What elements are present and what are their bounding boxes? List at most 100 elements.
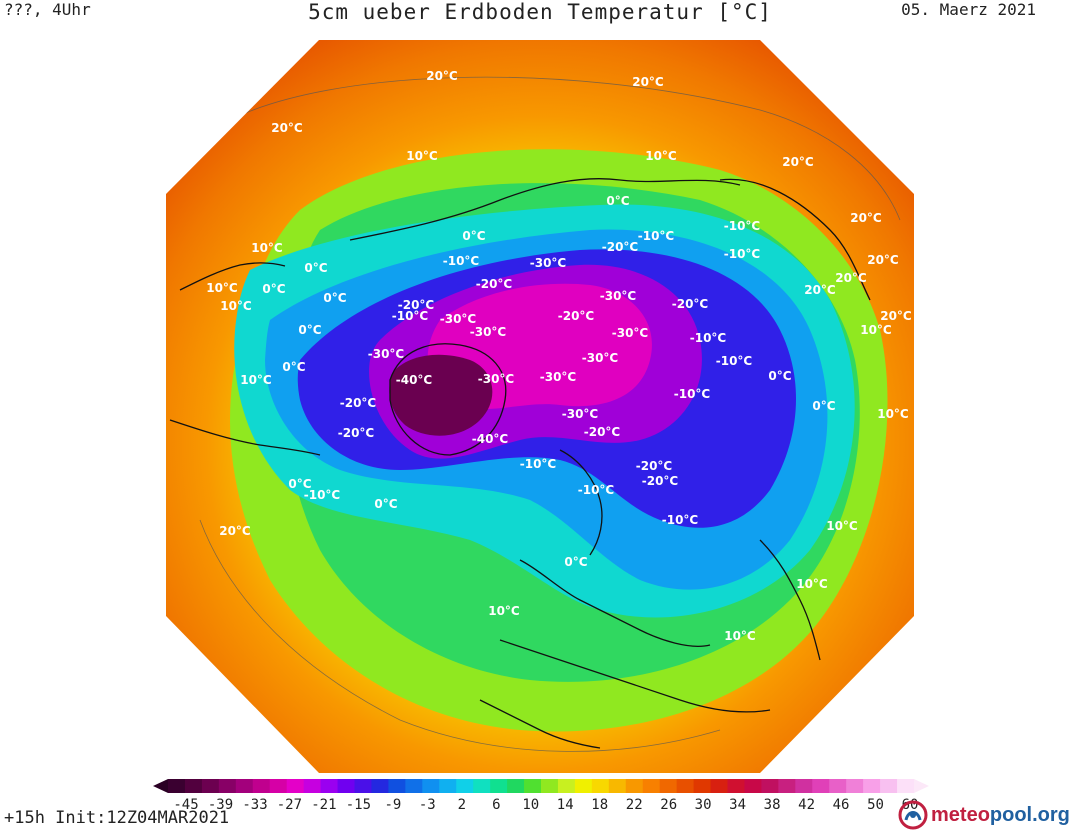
colorbar-cell	[303, 779, 322, 793]
contour-label: 10°C	[206, 281, 238, 295]
contour-label: -30°C	[478, 372, 515, 386]
logo-text-pool: pool	[989, 803, 1033, 826]
colorbar-cell	[557, 779, 576, 793]
contour-label: -30°C	[540, 370, 577, 384]
colorbar-cell	[320, 779, 339, 793]
colorbar-tick-label: 22	[626, 797, 643, 813]
contour-label: -30°C	[600, 289, 637, 303]
colorbar-cell	[574, 779, 593, 793]
contour-label: 20°C	[880, 309, 912, 323]
contour-label: -10°C	[392, 309, 429, 323]
contour-label: -40°C	[396, 373, 433, 387]
colorbar-cell	[863, 779, 881, 793]
colorbar-tick-label: 2	[458, 797, 466, 813]
colorbar-cell	[422, 779, 440, 793]
logo-text-org: .org	[1032, 803, 1070, 826]
colorbar-tick-label: 46	[833, 797, 850, 813]
colorbar-tick-label: 14	[557, 797, 574, 813]
isotherm-lines	[199, 76, 901, 752]
meteopool-logo[interactable]: meteo pool .org	[898, 797, 1070, 833]
colorbar-cell	[541, 779, 559, 793]
colorbar-cell	[812, 779, 830, 793]
contour-label: 10°C	[251, 241, 283, 255]
contour-label: 20°C	[867, 253, 899, 267]
colorbar-tick-labels: -45 -39 -33 -27 -21 -15 -9 -3 2 6 10 14 18 22 26 30 34 38…	[173, 797, 918, 813]
colorbar-cell	[201, 779, 220, 793]
contour-label: 10°C	[488, 604, 520, 618]
valid-date: 05. Maerz 2021	[901, 0, 1036, 19]
contour-label: 20°C	[219, 524, 251, 538]
colorbar-tick-label: 10	[522, 797, 539, 813]
colorbar-cell	[439, 779, 457, 793]
colorbar-tick-label: 30	[695, 797, 712, 813]
contour-label: 10°C	[826, 519, 858, 533]
colorbar-cell	[405, 779, 423, 793]
contour-label: -30°C	[562, 407, 599, 421]
contour-label: 10°C	[796, 577, 828, 591]
contour-label: 20°C	[804, 283, 836, 297]
contour-label: -20°C	[476, 277, 513, 291]
logo-text-meteo: meteo	[931, 803, 990, 826]
colorbar-tick-label: -9	[384, 797, 401, 813]
contour-labels: 20°C 20°C20°C20°C20°C20°C20°C20°C20°C20°C…	[206, 69, 912, 643]
contour-label: 0°C	[323, 291, 346, 305]
colorbar-cell	[761, 779, 779, 793]
colorbar-cell	[897, 779, 915, 793]
contour-label: 10°C	[240, 373, 272, 387]
colorbar-tick-label: 34	[729, 797, 746, 813]
contour-label: -30°C	[612, 326, 649, 340]
colorbar-tick-label: -27	[277, 797, 302, 813]
contour-label: 0°C	[298, 323, 321, 337]
contour-label: -10°C	[674, 387, 711, 401]
colorbar-cell	[880, 779, 898, 793]
colorbar-cell	[642, 779, 661, 793]
contour-label: 10°C	[645, 149, 677, 163]
contour-label: 10°C	[877, 407, 909, 421]
colorbar-tick-label: -21	[311, 797, 336, 813]
colorbar-tick-label: -45	[173, 797, 198, 813]
contour-label: 20°C	[782, 155, 814, 169]
contour-label: 10°C	[220, 299, 252, 313]
colorbar-cell	[252, 779, 271, 793]
map-title: 5cm ueber Erdboden Temperatur [°C]	[308, 0, 772, 24]
colorbar-cell	[608, 779, 627, 793]
model-label: ???, 4Uhr	[4, 0, 91, 19]
colorbar-cell	[235, 779, 254, 793]
contour-label: -10°C	[304, 488, 341, 502]
contour-label: -10°C	[520, 457, 557, 471]
coastlines	[169, 178, 871, 749]
contour-label: 0°C	[374, 497, 397, 511]
contour-label: -10°C	[638, 229, 675, 243]
colorbar-cell	[371, 779, 389, 793]
colorbar-cell	[507, 779, 525, 793]
contour-label: -10°C	[578, 483, 615, 497]
colorbar-cell	[388, 779, 406, 793]
colorbar-cell	[829, 779, 847, 793]
colorbar-cell	[727, 779, 745, 793]
contour-label: 0°C	[282, 360, 305, 374]
colorbar-cell	[524, 779, 542, 793]
contour-label: 10°C	[406, 149, 438, 163]
colorbar-cell	[456, 779, 474, 793]
colorbar-tick-label: 50	[867, 797, 884, 813]
contour-label: -20°C	[584, 425, 621, 439]
colorbar-cell	[778, 779, 796, 793]
contour-label: 10°C	[724, 629, 756, 643]
colorbar-tick-label: 6	[492, 797, 500, 813]
colorbar-cell	[354, 779, 372, 793]
colorbar-cell	[218, 779, 237, 793]
contour-label: 0°C	[768, 369, 791, 383]
contour-label: -30°C	[530, 256, 567, 270]
colorbar-cell	[659, 779, 678, 793]
colorbar-cell	[168, 779, 186, 793]
colorbar-cell	[846, 779, 864, 793]
colorbar-cell	[710, 779, 728, 793]
contour-label: -30°C	[470, 325, 507, 339]
colorbar-tick-label: -33	[242, 797, 267, 813]
colorbar-cell	[473, 779, 491, 793]
contour-label: -10°C	[690, 331, 727, 345]
colorbar-left-arrow	[153, 779, 168, 793]
contour-label: 20°C	[850, 211, 882, 225]
contour-label: -10°C	[443, 254, 480, 268]
